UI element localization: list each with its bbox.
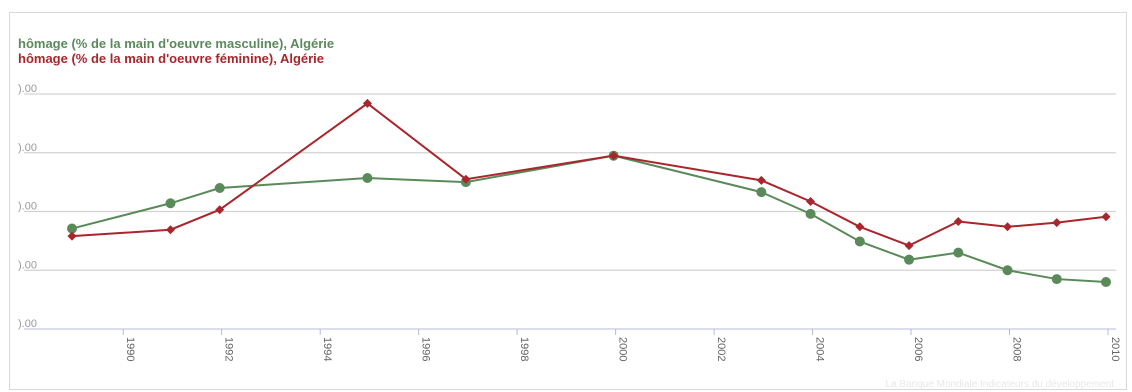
- x-tick-label: 2010: [1109, 337, 1121, 361]
- data-point-female: [67, 231, 77, 241]
- data-point-female: [362, 98, 372, 108]
- data-point-female: [953, 216, 963, 226]
- data-point-male: [854, 236, 865, 247]
- y-tick-label: ).00: [18, 201, 37, 213]
- data-point-female: [1052, 218, 1062, 228]
- data-point-male: [805, 208, 816, 219]
- x-tick-label: 2006: [912, 337, 924, 361]
- x-tick-label: 1998: [518, 337, 530, 361]
- y-tick-label: ).00: [18, 83, 37, 95]
- data-point-female: [461, 174, 471, 184]
- y-tick-label: ).00: [18, 318, 37, 330]
- x-tick-label: 1994: [321, 337, 333, 361]
- series-line-male: [71, 154, 1107, 283]
- legend: hômage (% de la main d'oeuvre masculine)…: [18, 36, 334, 66]
- legend-entry-female: hômage (% de la main d'oeuvre féminine),…: [18, 51, 325, 66]
- data-point-male: [165, 198, 176, 209]
- source-note: La Banque Mondiale Indicateurs du dévelo…: [885, 379, 1115, 390]
- series-line-female: [71, 102, 1107, 247]
- data-point-male: [1101, 277, 1111, 287]
- data-point-female: [756, 175, 766, 185]
- data-point-female: [609, 151, 619, 161]
- chart-frame: [9, 12, 1127, 390]
- data-point-male: [1051, 274, 1062, 285]
- data-point-female: [165, 225, 175, 235]
- y-tick-label: ).00: [18, 142, 37, 154]
- data-point-male: [1002, 265, 1013, 276]
- x-tick-label: 1990: [124, 337, 136, 361]
- data-point-male: [904, 254, 915, 265]
- data-point-female: [215, 205, 225, 215]
- data-point-female: [855, 222, 865, 232]
- y-tick-label: ).00: [18, 259, 37, 271]
- x-tick-label: 1992: [223, 337, 235, 361]
- data-point-female: [806, 197, 816, 207]
- data-point-female: [904, 241, 914, 251]
- data-point-male: [214, 183, 225, 193]
- x-tick-label: 2004: [814, 337, 826, 361]
- x-tick-label: 2002: [715, 337, 727, 361]
- legend-entry-male: hômage (% de la main d'oeuvre masculine)…: [18, 36, 335, 51]
- data-point-male: [362, 173, 373, 184]
- x-tick-label: 2000: [617, 337, 629, 361]
- data-point-female: [1003, 222, 1013, 232]
- data-point-female: [1101, 212, 1111, 222]
- x-tick-label: 1996: [420, 337, 432, 361]
- x-tick-label: 2008: [1011, 337, 1023, 361]
- data-point-male: [756, 187, 767, 198]
- data-point-male: [953, 247, 964, 258]
- data-point-male: [67, 223, 77, 234]
